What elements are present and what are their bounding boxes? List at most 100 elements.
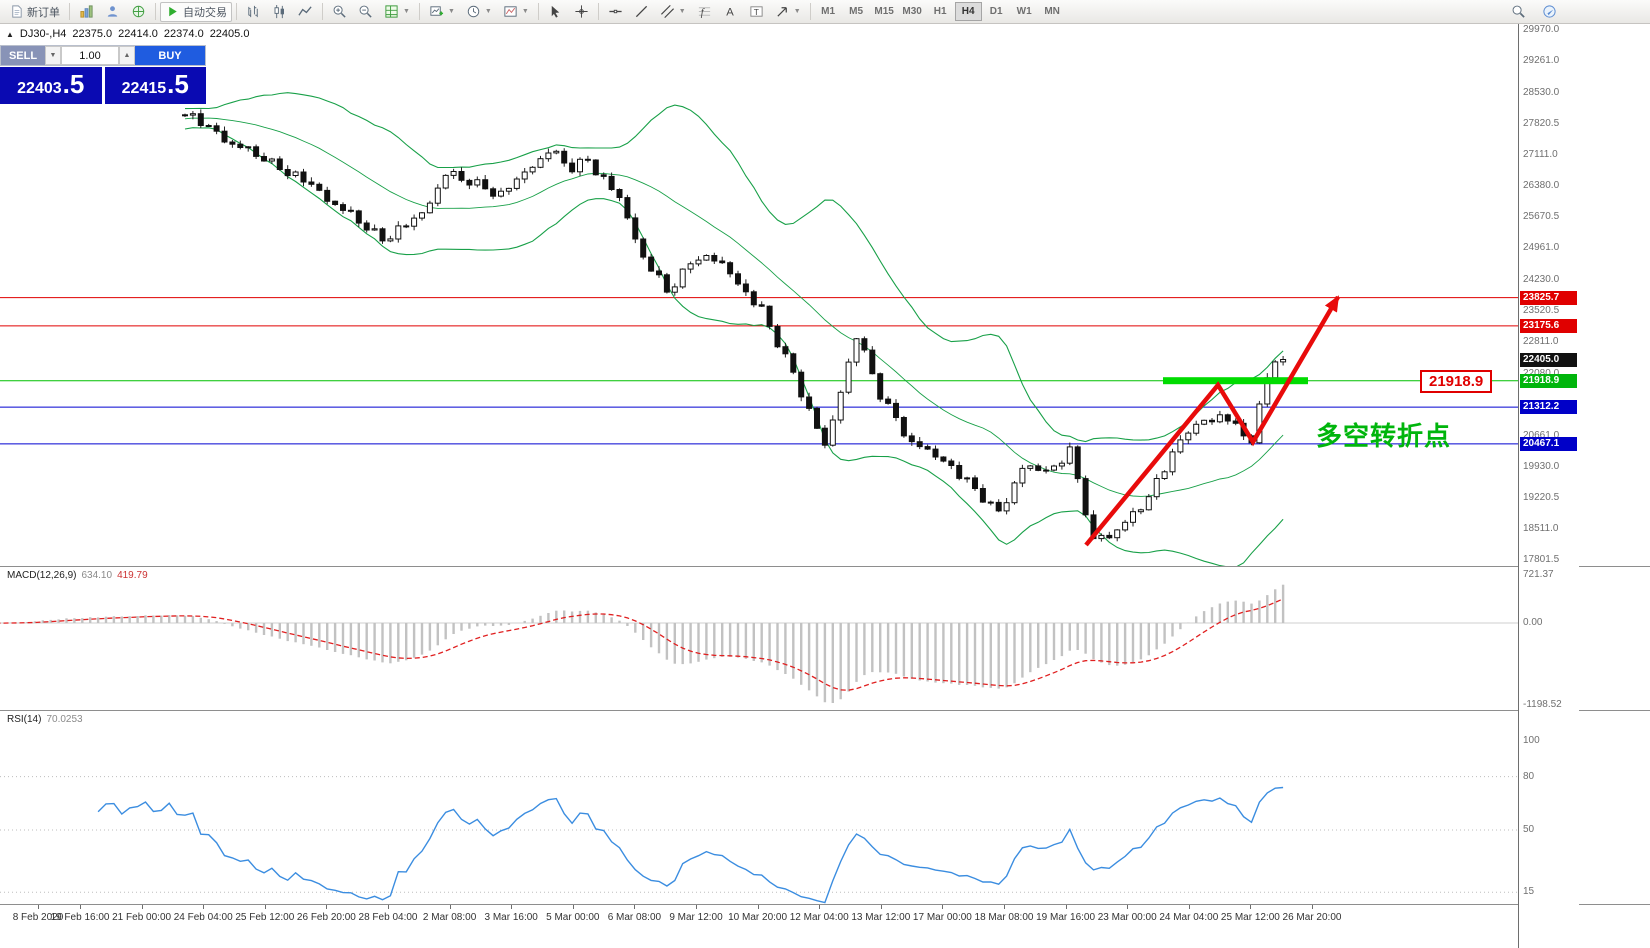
macd-axis-tick: 0.00 — [1523, 617, 1543, 628]
timeframe-m30-button[interactable]: M30 — [899, 2, 926, 21]
hline-tool-button[interactable] — [603, 2, 628, 22]
zoom-in-button[interactable] — [327, 2, 352, 22]
panel-divider[interactable] — [0, 566, 1650, 567]
buy-price[interactable]: 22415 .5 — [104, 67, 206, 104]
new-chart-button[interactable]: ▼ — [424, 2, 460, 22]
time-axis-tick — [449, 905, 451, 909]
svg-text:T: T — [753, 7, 758, 17]
ohlc-open: 22375.0 — [72, 28, 113, 40]
price-chart-panel[interactable]: ▲ DJ30-,H4 22375.0 22414.0 22374.0 22405… — [0, 24, 1518, 566]
macd-name: MACD(12,26,9) — [7, 570, 77, 581]
turning-point-annotation[interactable]: 多空转折点 — [1316, 421, 1452, 451]
data-window-button[interactable] — [100, 2, 125, 22]
rsi-axis-tick: 80 — [1523, 770, 1535, 782]
svg-text:f: f — [700, 8, 705, 19]
price-axis-badge: 23175.6 — [1520, 318, 1577, 333]
timeframe-m15-button[interactable]: M15 — [871, 2, 898, 21]
volume-decrease-button[interactable]: ▼ — [45, 46, 61, 65]
time-axis-tick — [880, 905, 882, 909]
symbol-info: ▲ DJ30-,H4 22375.0 22414.0 22374.0 22405… — [6, 28, 249, 40]
auto-trading-button[interactable]: 自动交易 — [160, 1, 232, 22]
tile-windows-button[interactable]: ▼ — [379, 2, 415, 22]
new-order-label: 新订单 — [27, 6, 60, 19]
timeframe-h4-button[interactable]: H4 — [954, 2, 982, 21]
dropdown-arrow-icon: ▼ — [403, 8, 410, 15]
line-chart-mode-button[interactable] — [293, 2, 318, 22]
candlestick-mode-button[interactable] — [267, 2, 292, 22]
zoom-out-button[interactable] — [353, 2, 378, 22]
one-click-trading-widget: SELL ▼ ▲ BUY 22403 .5 22415 .5 — [0, 45, 206, 104]
timeframe-d1-button[interactable]: D1 — [983, 2, 1010, 21]
sell-button[interactable]: SELL — [1, 46, 45, 65]
time-axis-tick — [388, 905, 389, 909]
price-axis[interactable]: 29970.0 29261.0 28530.0 27820.5 27111.0 26380… — [1518, 24, 1579, 948]
time-axis-tick — [326, 905, 328, 909]
rsi-chart — [0, 776, 1518, 904]
dropdown-arrow-icon: ▼ — [447, 8, 455, 15]
candlestick-chart[interactable] — [0, 24, 1518, 566]
text-tool-button[interactable]: A — [718, 2, 743, 22]
macd-label: MACD(12,26,9) 634.10 419.79 — [7, 570, 148, 581]
time-axis-tick — [572, 905, 574, 909]
time-axis[interactable]: 8 Feb 2020 19 Feb 16:00 21 Feb 00:00 24 Feb… — [0, 905, 1650, 948]
toolbar-separator — [322, 3, 323, 20]
rsi-panel[interactable]: RSI(14) 70.0253 — [0, 711, 1518, 904]
time-axis-tick — [1188, 905, 1190, 909]
crosshair-tool-button[interactable] — [569, 2, 594, 22]
macd-axis-tick: -1198.52 — [1523, 699, 1562, 710]
time-axis-tick — [38, 905, 39, 909]
price-axis-tick: 20661.0 — [1523, 429, 1560, 441]
time-axis-label: 24 Feb 04:00 — [173, 912, 233, 923]
time-axis-label: 28 Feb 04:00 — [358, 912, 418, 923]
indicators-button[interactable]: ▼ — [498, 2, 534, 22]
time-axis-tick — [80, 905, 81, 909]
time-axis-tick — [1312, 905, 1313, 909]
arrows-tool-button[interactable]: ▼ — [770, 2, 806, 22]
community-chat-button[interactable] — [1537, 2, 1562, 22]
trendline-tool-button[interactable] — [629, 2, 654, 22]
panel-divider[interactable] — [0, 710, 1650, 711]
rsi-axis-tick: 50 — [1523, 824, 1535, 835]
horizontal-line-icon — [609, 9, 622, 14]
rsi-axis-tick: 100 — [1523, 735, 1540, 746]
time-axis-label: 2 Mar 08:00 — [422, 912, 477, 923]
bar-chart-mode-button[interactable] — [241, 2, 266, 22]
buy-price-frac: .5 — [167, 69, 189, 99]
ohlc-high: 22414.0 — [118, 28, 158, 40]
crosshair-icon — [575, 5, 588, 18]
channel-tool-button[interactable]: ▼ — [655, 2, 691, 22]
text-label-tool-button[interactable]: T — [744, 2, 769, 22]
cursor-tool-button[interactable] — [543, 2, 568, 22]
price-axis-tick: 28530.0 — [1523, 86, 1560, 98]
price-axis-tick: 17801.5 — [1523, 554, 1560, 565]
trade-price-row: 22403 .5 22415 .5 — [0, 67, 206, 104]
navigator-button[interactable] — [126, 2, 151, 22]
timeframe-m5-button[interactable]: M5 — [843, 2, 870, 21]
price-axis-badge: 23825.7 — [1520, 290, 1577, 305]
market-watch-button[interactable] — [74, 2, 99, 22]
time-axis-label: 21 Feb 00:00 — [112, 912, 172, 923]
sell-price-main: 22403 — [17, 80, 62, 97]
rsi-axis-tick: 15 — [1523, 886, 1535, 898]
timeframe-w1-button[interactable]: W1 — [1011, 2, 1038, 21]
new-order-button[interactable]: 新订单 — [4, 2, 65, 22]
rsi-name: RSI(14) — [7, 714, 42, 725]
fibonacci-tool-button[interactable]: f — [692, 2, 717, 22]
volume-increase-button[interactable]: ▲ — [119, 46, 135, 65]
sell-price[interactable]: 22403 .5 — [0, 67, 102, 104]
timeframe-mn-button[interactable]: MN — [1039, 2, 1066, 21]
time-axis-label: 19 Mar 16:00 — [1036, 912, 1096, 923]
profiles-button[interactable]: ▼ — [461, 2, 497, 22]
price-axis-tick: 29261.0 — [1523, 54, 1560, 66]
buy-button[interactable]: BUY — [135, 46, 205, 65]
price-level-label[interactable]: 21918.9 — [1420, 370, 1493, 393]
channel-icon — [660, 5, 674, 18]
search-button[interactable] — [1506, 2, 1531, 22]
price-axis-tick: 22080.0 — [1523, 368, 1559, 379]
timeframe-h1-button[interactable]: H1 — [927, 2, 954, 21]
macd-panel[interactable]: MACD(12,26,9) 634.10 419.79 — [0, 567, 1518, 710]
volume-input[interactable] — [61, 46, 119, 65]
price-axis-tick: 19930.0 — [1523, 461, 1560, 473]
candlestick-mode-icon — [274, 4, 284, 19]
timeframe-m1-button[interactable]: M1 — [815, 2, 842, 21]
